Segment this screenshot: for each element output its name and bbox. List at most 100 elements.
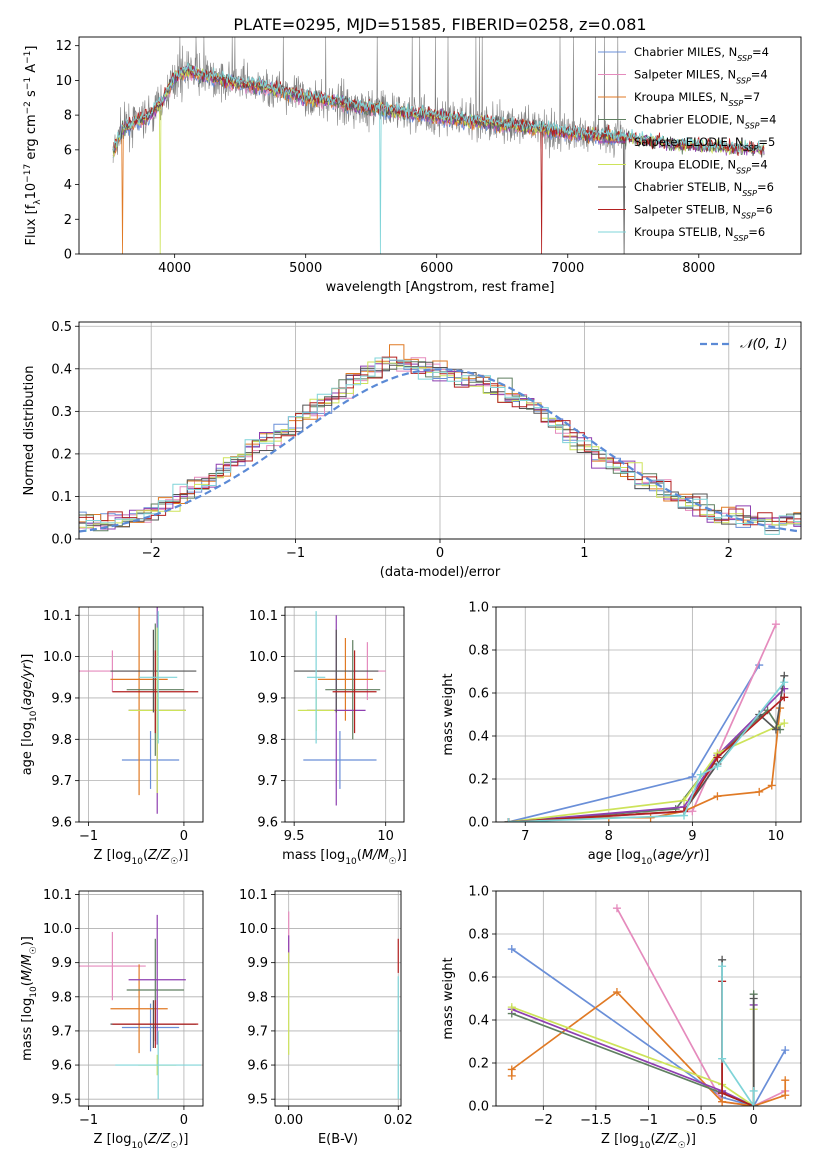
weight-marker bbox=[646, 813, 655, 822]
plot-area bbox=[507, 904, 790, 1106]
x-axis-label: E(B-V) bbox=[318, 1132, 358, 1147]
x-tick-label: 6000 bbox=[420, 261, 453, 276]
y-tick-label: 9.7 bbox=[247, 1024, 268, 1039]
residual-histogram-panel: −2 −1 0 1 2 0.0 0.1 0.2 0.3 0.4 0.5 (data-model)/er… bbox=[22, 320, 802, 580]
weight-marker bbox=[771, 725, 780, 734]
y-tick-label: 9.7 bbox=[257, 774, 278, 789]
y-tick-label: 9.8 bbox=[247, 990, 268, 1005]
weight-marker bbox=[781, 1091, 790, 1100]
weight-marker bbox=[507, 1065, 516, 1074]
y-tick-label: 0.3 bbox=[51, 405, 72, 420]
weight-line bbox=[508, 696, 785, 822]
weight-marker bbox=[713, 792, 722, 801]
y-tick-label: 0.2 bbox=[51, 447, 72, 462]
y-tick-label: 0.0 bbox=[468, 816, 489, 831]
weight-marker bbox=[507, 1003, 516, 1012]
axes-frame bbox=[495, 606, 802, 823]
axes-frame bbox=[284, 606, 405, 823]
axes-frame bbox=[78, 321, 802, 540]
plot-area bbox=[79, 607, 199, 814]
y-tick-label: 9.5 bbox=[247, 1093, 268, 1108]
weight-marker bbox=[713, 762, 722, 771]
weight-vs-z-panel: −2 −1.5 −1 −0.5 0 0.0 0.2 0.4 0.6 0.8 1.0 Z [log10(… bbox=[441, 885, 802, 1151]
x-tick-label: 7000 bbox=[551, 261, 584, 276]
y-tick-label: 0.8 bbox=[468, 928, 489, 943]
legend-label: Chabrier MILES, NSSP=4 bbox=[634, 45, 769, 63]
weight-marker bbox=[713, 753, 722, 762]
x-tick-label: −1 bbox=[286, 546, 305, 561]
x-tick-label: −1 bbox=[79, 829, 98, 844]
weight-marker bbox=[781, 1076, 790, 1085]
y-tick-label: 10.1 bbox=[43, 888, 72, 903]
y-axis-label: mass weight bbox=[441, 957, 456, 1039]
y-tick-label: 9.6 bbox=[51, 1059, 72, 1074]
x-axis-label: (data-model)/error bbox=[380, 565, 501, 580]
weight-marker bbox=[749, 1086, 758, 1095]
weight-marker bbox=[780, 719, 789, 728]
y-tick-label: 10.0 bbox=[43, 922, 72, 937]
mass-vs-ebv-panel: 0.00 0.02 9.5 9.6 9.7 9.8 9.9 10.0 10.1 E(B-V) bbox=[239, 888, 413, 1147]
y-tick-label: 0.4 bbox=[468, 1014, 489, 1029]
weight-line bbox=[511, 948, 786, 1106]
plot-area bbox=[294, 611, 386, 806]
axes-frame bbox=[78, 606, 204, 823]
x-tick-label: 0 bbox=[436, 546, 444, 561]
weight-marker bbox=[767, 781, 776, 790]
x-tick-label: 0 bbox=[180, 1113, 188, 1128]
y-tick-label: 10.0 bbox=[239, 922, 268, 937]
legend-label: Salpeter STELIB, NSSP=6 bbox=[634, 203, 773, 221]
x-tick-label: 8000 bbox=[682, 261, 715, 276]
weight-marker bbox=[680, 811, 689, 820]
age-vs-z-panel: −1 0 9.6 9.7 9.8 9.9 10.0 10.1 Z [log10(Z/Z☉)] ag… bbox=[20, 606, 204, 867]
weight-marker bbox=[680, 796, 689, 805]
x-tick-label: 4000 bbox=[158, 261, 191, 276]
y-tick-label: 10.1 bbox=[239, 888, 268, 903]
weight-marker bbox=[749, 1102, 758, 1106]
x-tick-label: 1 bbox=[580, 546, 588, 561]
histogram-step bbox=[79, 357, 801, 535]
legend-label: Salpeter ELODIE, NSSP=5 bbox=[634, 135, 775, 153]
weight-line bbox=[508, 664, 760, 822]
y-tick-label: 0.2 bbox=[468, 773, 489, 788]
spectrum-panel: 4000 5000 6000 7000 8000 0 2 4 6 8 10 12 wavelength … bbox=[23, 36, 802, 295]
y-tick-label: 9.8 bbox=[51, 990, 72, 1005]
x-tick-label: 0 bbox=[180, 829, 188, 844]
y-tick-label: 0.6 bbox=[468, 971, 489, 986]
y-tick-label: 1.0 bbox=[468, 601, 489, 616]
legend-label: Chabrier ELODIE, NSSP=4 bbox=[634, 113, 776, 131]
y-tick-label: 10.0 bbox=[249, 650, 278, 665]
y-axis-label: Flux [fλ10−17 erg cm−2 s−1 A−1] bbox=[23, 46, 43, 246]
x-tick-label: −1 bbox=[639, 1113, 658, 1128]
weight-marker bbox=[780, 693, 789, 702]
legend-label: Chabrier STELIB, NSSP=6 bbox=[634, 180, 774, 198]
y-tick-label: 9.9 bbox=[257, 691, 278, 706]
y-tick-label: 9.9 bbox=[51, 956, 72, 971]
y-tick-label: 9.8 bbox=[51, 733, 72, 748]
y-tick-label: 0.1 bbox=[51, 490, 72, 505]
weight-marker bbox=[755, 787, 764, 796]
y-tick-label: 0.8 bbox=[468, 644, 489, 659]
y-tick-label: 6 bbox=[64, 143, 72, 158]
y-axis-label: age [log10(age/yr)] bbox=[20, 654, 39, 776]
legend-label: Kroupa STELIB, NSSP=6 bbox=[634, 225, 765, 243]
weight-line bbox=[508, 722, 785, 822]
y-tick-label: 1.0 bbox=[468, 885, 489, 900]
x-tick-label: −1 bbox=[79, 1113, 98, 1128]
y-tick-label: 9.7 bbox=[51, 1024, 72, 1039]
y-tick-label: 0.4 bbox=[468, 730, 489, 745]
x-tick-label: −2 bbox=[142, 546, 161, 561]
y-axis-label: Normed distribution bbox=[22, 366, 37, 496]
x-tick-label: −1.5 bbox=[580, 1113, 612, 1128]
legend-label: Kroupa MILES, NSSP=7 bbox=[634, 90, 760, 108]
y-tick-label: 9.7 bbox=[51, 774, 72, 789]
weight-marker bbox=[780, 678, 789, 687]
age-vs-mass-panel: 9.5 10 9.6 9.7 9.8 9.9 10.0 10.1 mass [log10(M/M… bbox=[249, 606, 407, 867]
y-tick-label: 9.5 bbox=[51, 1093, 72, 1108]
x-tick-label: 2 bbox=[725, 546, 733, 561]
y-tick-label: 0 bbox=[64, 248, 72, 263]
axes-frame bbox=[78, 890, 204, 1107]
weight-marker bbox=[781, 1046, 790, 1055]
y-axis-label: mass weight bbox=[441, 673, 456, 755]
y-tick-label: 0.6 bbox=[468, 687, 489, 702]
